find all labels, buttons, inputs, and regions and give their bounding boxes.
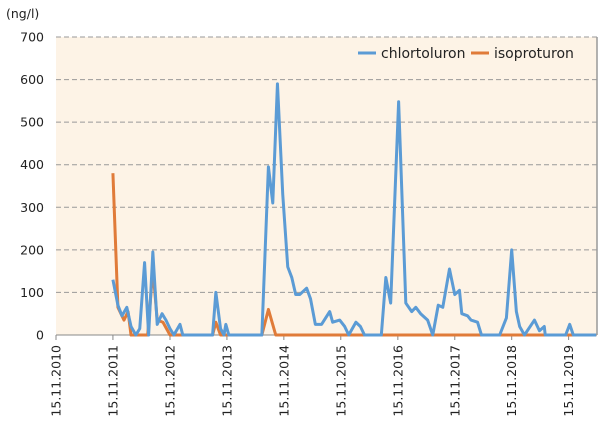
y-tick-label: 0 — [36, 328, 44, 343]
x-tick-label: 15.11.2012 — [163, 345, 178, 417]
y-axis-label: (ng/l) — [6, 6, 39, 21]
x-tick-label: 15.11.2013 — [219, 345, 234, 417]
x-tick-label: 15.11.2015 — [333, 345, 348, 417]
legend: chlortoluron isoproturon — [358, 46, 574, 62]
x-tick-label: 15.11.2014 — [276, 345, 291, 417]
y-tick-label: 300 — [20, 200, 44, 215]
x-tick-label: 15.11.2011 — [105, 345, 120, 417]
y-tick-label: 500 — [20, 115, 44, 130]
y-tick-label: 200 — [20, 242, 44, 257]
y-tick-label: 600 — [20, 72, 44, 87]
x-tick-label: 15.11.2010 — [49, 345, 64, 417]
legend-label: isoproturon — [494, 46, 574, 62]
x-tick-label: 15.11.2016 — [390, 345, 405, 417]
y-tick-label: 700 — [20, 30, 44, 45]
y-tick-label: 100 — [20, 285, 44, 300]
series-line-chlortoluron — [111, 82, 597, 337]
legend-label: chlortoluron — [381, 46, 466, 62]
x-tick-label: 15.11.2019 — [561, 345, 576, 417]
y-tick-label: 400 — [20, 157, 44, 172]
x-tick-label: 15.11.2018 — [504, 345, 519, 417]
series-line-isoproturon — [111, 173, 597, 337]
x-tick-label: 15.11.2017 — [447, 345, 462, 417]
